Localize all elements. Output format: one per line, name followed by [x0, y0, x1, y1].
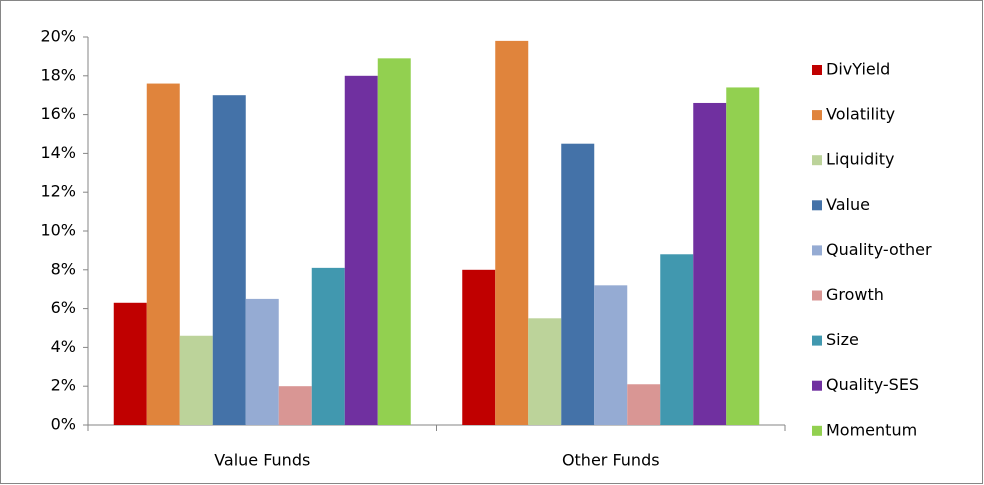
legend-swatch	[812, 290, 822, 301]
bar	[344, 75, 378, 426]
legend-label: Momentum	[826, 420, 917, 439]
y-tick-label: 20%	[40, 27, 76, 46]
bar	[528, 318, 562, 425]
y-tick-label: 12%	[40, 182, 76, 201]
legend-label: Quality-SES	[826, 375, 919, 394]
legend-swatch	[812, 380, 822, 391]
bar	[726, 87, 760, 425]
legend-swatch	[812, 425, 822, 436]
y-tick-label: 10%	[40, 221, 76, 240]
bar	[212, 95, 246, 425]
legend-label: Quality-other	[826, 240, 932, 259]
bar	[660, 254, 694, 425]
legend-swatch	[812, 245, 822, 256]
bar	[179, 335, 213, 425]
legend-label: DivYield	[826, 60, 890, 79]
bar	[278, 386, 312, 425]
legend-swatch	[812, 200, 822, 211]
bar	[311, 267, 345, 425]
bar	[113, 302, 147, 425]
legend-label: Size	[826, 330, 859, 349]
y-tick-label: 18%	[40, 65, 76, 84]
legend-label: Liquidity	[826, 150, 894, 169]
x-tick-label: Other Funds	[562, 451, 660, 470]
bar	[627, 384, 661, 425]
y-tick-label: 0%	[51, 415, 76, 434]
y-tick-label: 6%	[51, 298, 76, 317]
bar	[693, 102, 727, 426]
legend-label: Value	[826, 195, 870, 214]
legend-swatch	[812, 110, 822, 121]
bar	[495, 40, 529, 425]
y-tick-label: 16%	[40, 104, 76, 123]
legend-swatch	[812, 65, 822, 75]
bar	[146, 83, 180, 425]
legend-label: Growth	[826, 285, 884, 304]
legend-label: Volatility	[826, 105, 895, 124]
y-tick-label: 8%	[51, 259, 76, 278]
bar	[594, 285, 628, 425]
legend-swatch	[812, 335, 822, 346]
y-tick-label: 2%	[51, 376, 76, 395]
legend-swatch	[812, 155, 822, 166]
bar	[245, 298, 279, 425]
bar	[377, 58, 411, 426]
x-tick-label: Value Funds	[214, 451, 310, 470]
y-tick-label: 4%	[51, 337, 76, 356]
bar	[561, 143, 595, 425]
bar	[462, 269, 496, 425]
y-tick-label: 14%	[40, 143, 76, 162]
